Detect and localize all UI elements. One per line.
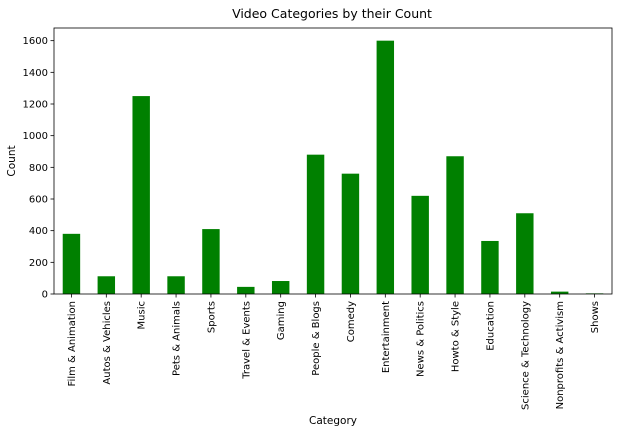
x-tick-label: Comedy bbox=[346, 301, 357, 342]
bar bbox=[132, 96, 150, 294]
x-tick-label: Autos & Vehicles bbox=[102, 301, 113, 385]
x-tick-label: Shows bbox=[590, 301, 601, 333]
bar bbox=[202, 229, 220, 294]
plot-frame bbox=[53, 27, 613, 295]
bar bbox=[97, 276, 116, 294]
bar bbox=[376, 40, 395, 294]
x-tick-label: News & Politics bbox=[416, 301, 427, 377]
y-axis-label: Count bbox=[6, 145, 18, 176]
bar bbox=[411, 195, 429, 294]
bar bbox=[167, 276, 185, 294]
x-tick-label: Pets & Animals bbox=[172, 301, 183, 376]
x-axis-label: Category bbox=[309, 415, 357, 427]
x-tick-label: People & Blogs bbox=[311, 301, 322, 376]
chart-title: Video Categories by their Count bbox=[232, 6, 432, 21]
y-tick-label: 1600 bbox=[23, 36, 48, 47]
y-tick-label: 1200 bbox=[23, 100, 48, 111]
x-tick-label: Entertainment bbox=[381, 301, 392, 373]
y-tick-label: 200 bbox=[29, 258, 48, 269]
bar bbox=[481, 240, 499, 294]
x-axis: Film & Animation Autos & Vehicles Music Pet… bbox=[67, 294, 601, 410]
bar bbox=[306, 154, 325, 294]
y-tick-label: 1400 bbox=[23, 68, 48, 79]
x-tick-label: Science & Technology bbox=[520, 301, 531, 410]
bars bbox=[62, 40, 604, 294]
bar bbox=[237, 286, 255, 294]
x-tick-label: Nonprofits & Activism bbox=[555, 301, 566, 409]
y-tick-label: 600 bbox=[29, 195, 48, 206]
x-tick-label: Film & Animation bbox=[67, 301, 78, 386]
bar bbox=[341, 173, 360, 294]
x-tick-label: Howto & Style bbox=[451, 301, 462, 372]
bar bbox=[446, 156, 464, 294]
x-tick-label: Sports bbox=[206, 301, 217, 333]
bar bbox=[271, 281, 290, 294]
y-tick-label: 1000 bbox=[23, 131, 48, 142]
y-tick-label: 800 bbox=[29, 163, 48, 174]
y-tick-label: 400 bbox=[29, 226, 48, 237]
bar bbox=[62, 233, 81, 294]
x-tick-label: Travel & Events bbox=[241, 301, 252, 380]
bar bbox=[516, 213, 534, 294]
x-tick-label: Education bbox=[485, 301, 496, 351]
x-tick-label: Gaming bbox=[276, 301, 287, 340]
y-tick-label: 0 bbox=[42, 290, 48, 301]
y-axis: 0 200 400 600 800 1000 1200 1400 1600 bbox=[23, 36, 54, 301]
bar bbox=[550, 291, 569, 294]
x-tick-label: Music bbox=[137, 301, 148, 329]
